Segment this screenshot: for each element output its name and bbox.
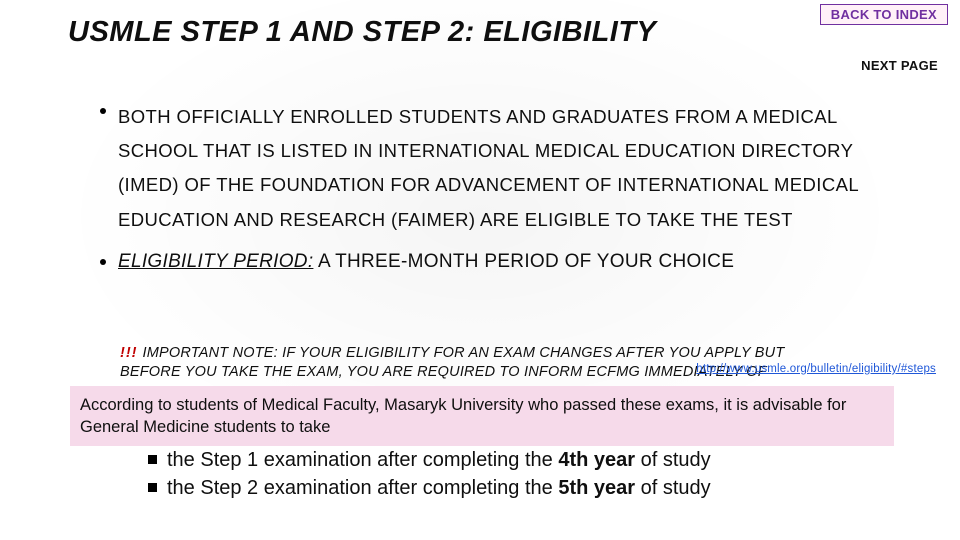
bullet1-text: BOTH OFFICIALLY ENROLLED STUDENTS AND GR…	[118, 106, 858, 230]
list-item: the Step 1 examination after completing …	[148, 446, 711, 474]
bullet-list: BOTH OFFICIALLY ENROLLED STUDENTS AND GR…	[118, 100, 904, 273]
bullet2-text: A THREE-MONTH PERIOD OF YOUR CHOICE	[313, 251, 734, 272]
step1-c: of study	[635, 449, 711, 471]
note-line1: IMPORTANT NOTE: IF YOUR ELIGIBILITY FOR …	[143, 345, 785, 361]
square-bullet-icon	[148, 455, 157, 464]
next-page-button[interactable]: NEXT PAGE	[851, 56, 948, 75]
square-bullet-icon	[148, 483, 157, 492]
bullet-icon	[100, 108, 106, 114]
step1-year: 4th year	[558, 449, 635, 471]
list-item: the Step 2 examination after completing …	[148, 474, 711, 502]
back-to-index-button[interactable]: BACK TO INDEX	[820, 4, 948, 25]
eligibility-link[interactable]: http://www.usmle.org/bulletin/eligibilit…	[696, 363, 936, 375]
warning-icon: !!!	[120, 345, 143, 361]
step1-a: the Step 1 examination after completing …	[167, 449, 558, 471]
list-item: ELIGIBILITY PERIOD: A THREE-MONTH PERIOD…	[118, 251, 904, 273]
bullet-icon	[100, 259, 106, 265]
step2-year: 5th year	[558, 477, 635, 499]
page-title: USMLE STEP 1 AND STEP 2: ELIGIBILITY	[68, 16, 656, 49]
advice-text: According to students of Medical Faculty…	[80, 394, 888, 439]
step2-a: the Step 2 examination after completing …	[167, 477, 558, 499]
step-list: the Step 1 examination after completing …	[148, 446, 711, 502]
eligibility-period-label: ELIGIBILITY PERIOD:	[118, 251, 313, 272]
list-item: BOTH OFFICIALLY ENROLLED STUDENTS AND GR…	[118, 100, 904, 237]
step2-c: of study	[635, 477, 711, 499]
